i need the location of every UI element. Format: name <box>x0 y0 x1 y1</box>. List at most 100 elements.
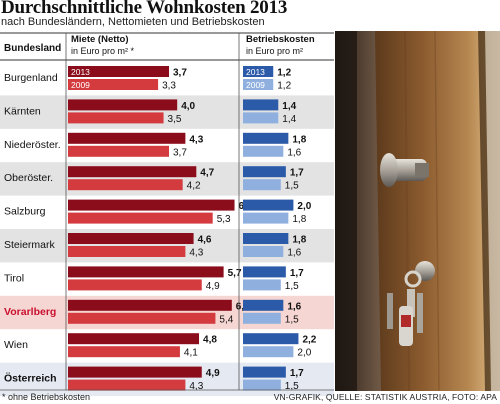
value-label: 1,5 <box>285 314 299 325</box>
bar-miete-2009 <box>68 379 186 391</box>
bar-betriebskosten-2013 <box>243 132 289 144</box>
category-label: Burgenland <box>4 72 58 84</box>
value-label: 1,7 <box>290 268 304 279</box>
category-label: Wien <box>4 339 28 351</box>
category-label: Vorarlberg <box>4 306 56 318</box>
bar-betriebskosten-2009 <box>243 346 294 358</box>
chart-title: Durchschnittliche Wohnkosten 2013 <box>1 0 288 18</box>
value-label: 5,7 <box>228 268 242 279</box>
value-label: 1,2 <box>277 81 291 92</box>
value-label: 1,6 <box>287 248 301 259</box>
value-label: 1,7 <box>290 368 304 379</box>
bar-miete-2013 <box>68 166 197 178</box>
bar-miete-2013 <box>68 66 170 77</box>
bar-miete-2013 <box>68 299 232 311</box>
bar-miete-2009 <box>68 212 213 224</box>
bar-miete-2009 <box>68 79 159 90</box>
panel-title-betriebskosten: Betriebskosten <box>246 34 315 45</box>
bar-betriebskosten-2013 <box>243 99 279 111</box>
category-label: Oberöster. <box>4 172 53 184</box>
category-label: Salzburg <box>4 206 46 218</box>
door-with-keys-photo <box>335 31 500 391</box>
bar-miete-2009 <box>68 312 216 324</box>
bar-betriebskosten-2013 <box>243 199 294 211</box>
chart-subtitle: nach Bundesländern, Nettomieten und Betr… <box>1 16 265 28</box>
value-label: 1,5 <box>285 381 299 392</box>
value-label: 1,6 <box>287 301 301 312</box>
category-label: Kärnten <box>4 105 41 117</box>
bar-betriebskosten-2009 <box>243 279 281 291</box>
value-label: 3,3 <box>162 81 176 92</box>
value-label: 2,2 <box>302 335 316 346</box>
value-label: 5,3 <box>217 214 231 225</box>
bar-miete-2009 <box>68 179 183 191</box>
legend-label-2009: 2009 <box>246 80 265 90</box>
category-label: Österreich <box>4 372 57 385</box>
bar-betriebskosten-2009 <box>243 145 284 157</box>
value-label: 1,6 <box>287 147 301 158</box>
panel-title-miete: Miete (Netto) <box>71 34 129 45</box>
value-label: 4,3 <box>189 248 203 259</box>
value-label: 4,7 <box>200 168 214 179</box>
bar-betriebskosten-2009 <box>243 379 281 391</box>
value-label: 1,8 <box>292 214 306 225</box>
bar-betriebskosten-2009 <box>243 112 279 124</box>
bar-betriebskosten-2009 <box>243 179 281 191</box>
bar-miete-2013 <box>68 266 224 278</box>
legend-label-2013: 2013 <box>71 67 90 77</box>
bar-betriebskosten-2013 <box>243 233 289 244</box>
value-label: 1,8 <box>292 235 306 246</box>
value-label: 1,4 <box>282 114 296 125</box>
value-label: 1,4 <box>282 101 296 112</box>
bar-betriebskosten-2009 <box>243 79 274 90</box>
value-label: 5,4 <box>219 314 233 325</box>
bar-betriebskosten-2009 <box>243 312 281 324</box>
value-label: 1,2 <box>277 68 291 79</box>
bar-miete-2013 <box>68 132 186 144</box>
category-label: Niederöster. <box>4 139 61 151</box>
value-label: 3,7 <box>173 68 187 79</box>
value-label: 2,0 <box>297 201 311 212</box>
bar-betriebskosten-2013 <box>243 333 299 345</box>
value-label: 4,2 <box>187 181 201 192</box>
bar-betriebskosten-2013 <box>243 266 286 278</box>
value-label: 3,5 <box>168 114 182 125</box>
source-credit: VN-GRAFIK, QUELLE: STATISTIK AUSTRIA, FO… <box>273 392 497 402</box>
bar-miete-2013 <box>68 366 202 378</box>
column-header-bundesland: Bundesland <box>4 43 61 54</box>
panel-unit-miete: in Euro pro m² * <box>71 46 135 56</box>
category-label: Steiermark <box>4 239 56 251</box>
footnote: * ohne Betriebskosten <box>2 392 91 402</box>
bar-miete-2009 <box>68 112 164 124</box>
value-label: 4,0 <box>181 101 195 112</box>
value-label: 4,9 <box>206 368 220 379</box>
bar-betriebskosten-2009 <box>243 212 289 224</box>
panel-unit-betriebskosten: in Euro pro m² <box>246 46 303 56</box>
bar-betriebskosten-2013 <box>243 366 286 378</box>
bar-miete-2013 <box>68 99 178 111</box>
bar-miete-2009 <box>68 279 202 291</box>
bar-miete-2013 <box>68 233 194 244</box>
bar-miete-2009 <box>68 346 180 358</box>
value-label: 6,0 <box>236 301 250 312</box>
legend-label-2013: 2013 <box>246 67 265 77</box>
value-label: 1,8 <box>292 134 306 145</box>
value-label: 4,9 <box>206 281 220 292</box>
bar-miete-2013 <box>68 333 200 345</box>
value-label: 4,6 <box>198 235 212 246</box>
bar-miete-2013 <box>68 199 235 211</box>
value-label: 1,5 <box>285 181 299 192</box>
bar-betriebskosten-2013 <box>243 66 274 77</box>
value-label: 1,7 <box>290 168 304 179</box>
value-label: 4,3 <box>189 134 203 145</box>
value-label: 4,3 <box>189 381 203 392</box>
bar-miete-2009 <box>68 246 186 257</box>
bar-betriebskosten-2013 <box>243 299 284 311</box>
value-label: 1,5 <box>285 281 299 292</box>
category-label: Tirol <box>4 272 24 284</box>
bar-miete-2009 <box>68 145 170 157</box>
value-label: 3,7 <box>173 147 187 158</box>
bar-betriebskosten-2013 <box>243 166 286 178</box>
legend-label-2009: 2009 <box>71 80 90 90</box>
